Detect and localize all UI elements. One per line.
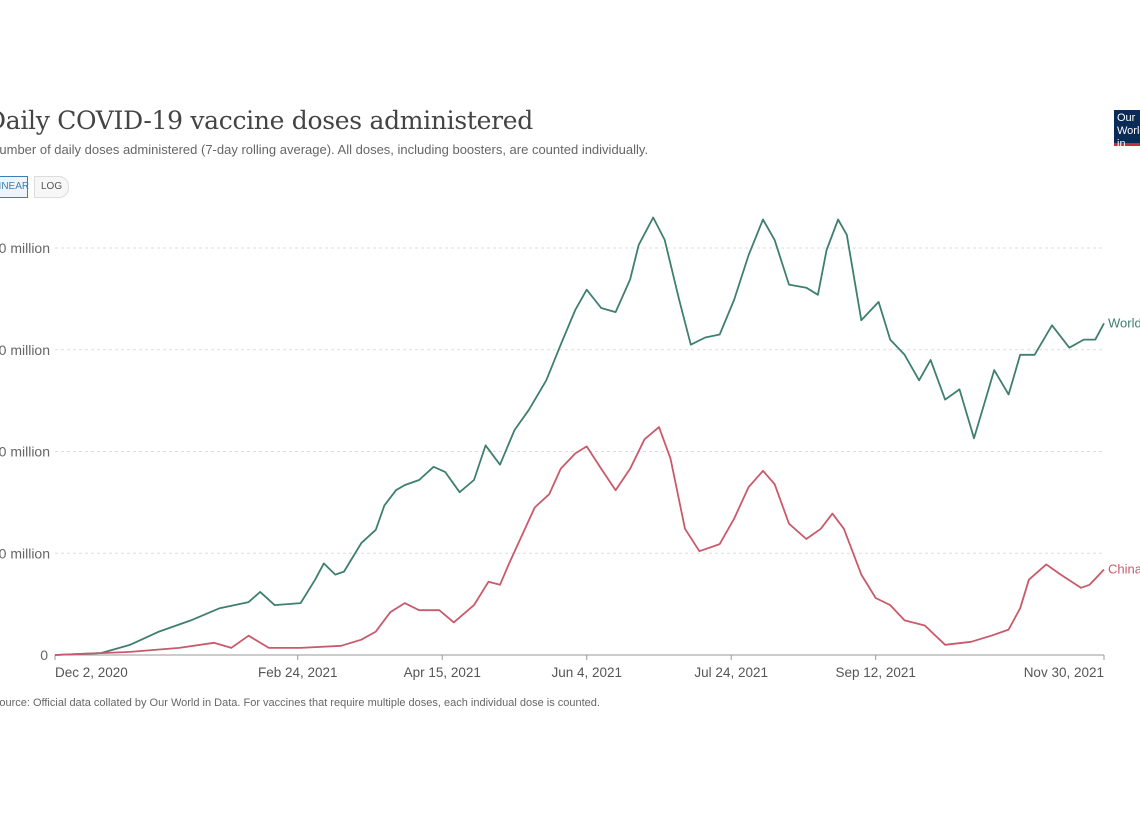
chart-subtitle: Number of daily doses administered (7-da…: [0, 142, 649, 157]
linear-scale-toggle[interactable]: LINEAR: [0, 176, 29, 198]
x-tick-label: Jul 24, 2021: [694, 665, 768, 680]
y-tick-label: 20 million: [0, 444, 50, 460]
y-tick-label: 10 million: [0, 545, 50, 561]
x-tick-label: Dec 2, 2020: [55, 665, 128, 680]
series-label-china: China: [1108, 562, 1140, 577]
series-label-world: World: [1108, 315, 1140, 330]
chart-title: Daily COVID-19 vaccine doses administere…: [0, 106, 533, 135]
x-tick-label: Sep 12, 2021: [836, 665, 916, 680]
series-line-china: [54, 426, 1105, 656]
x-tick-label: Nov 30, 2021: [1024, 665, 1104, 680]
x-tick-label: Jun 4, 2021: [551, 665, 622, 680]
y-tick-label: 30 million: [0, 342, 50, 358]
y-tick-label: 40 million: [0, 240, 50, 256]
y-tick-label: 0: [40, 647, 48, 663]
x-tick-label: Apr 15, 2021: [404, 665, 481, 680]
owid-logo[interactable]: Our World in Data: [1114, 110, 1140, 163]
logo-text: Our World in Data: [1117, 112, 1140, 163]
source-note: Source: Official data collated by Our Wo…: [0, 697, 600, 709]
log-scale-toggle[interactable]: LOG: [34, 176, 70, 198]
series-line-world: [54, 216, 1105, 656]
x-tick-label: Feb 24, 2021: [258, 665, 338, 680]
